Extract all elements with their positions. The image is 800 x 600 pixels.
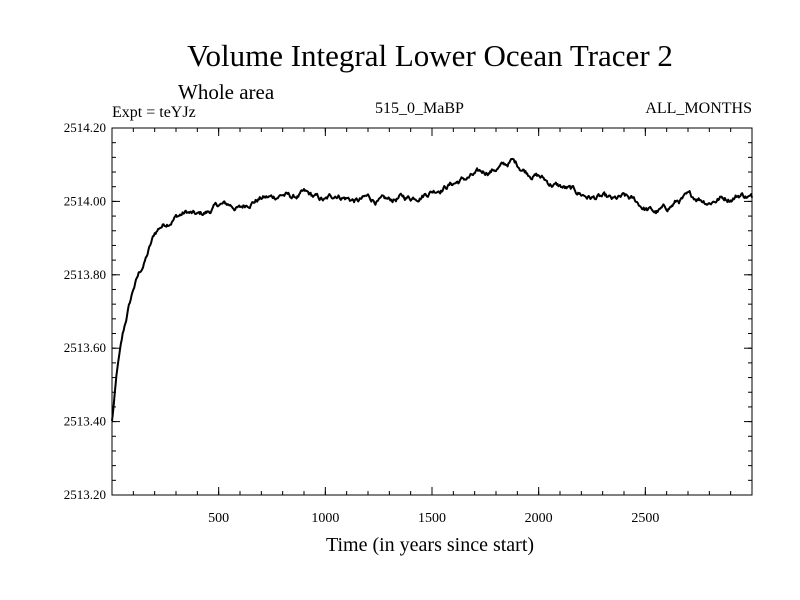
axis-ticks xyxy=(112,127,752,496)
x-axis-label: Time (in years since start) xyxy=(325,534,535,556)
season-label: ALL_MONTHS xyxy=(645,100,752,117)
plot-frame xyxy=(111,127,753,496)
x-tick-label: 2000 xyxy=(525,511,553,526)
series-line xyxy=(111,157,753,422)
run-label: 515_0_MaBP xyxy=(375,100,464,117)
y-tick-label: 2513.60 xyxy=(64,340,106,355)
x-tick-label: 2500 xyxy=(631,511,659,526)
x-tick-label: 500 xyxy=(208,511,229,526)
y-tick-label: 2514.20 xyxy=(64,120,106,135)
y-tick-label: 2513.80 xyxy=(64,267,106,282)
x-tick-labels: 500 1000 1500 2000 2500 xyxy=(208,511,659,526)
experiment-label: Expt = teYJz xyxy=(112,104,196,121)
y-tick-label: 2513.40 xyxy=(64,414,106,429)
y-tick-label: 2513.20 xyxy=(64,487,106,502)
x-tick-label: 1000 xyxy=(311,511,339,526)
y-tick-labels: 2513.20 2513.40 2513.60 2513.80 2514.00 2514.… xyxy=(64,120,106,502)
x-tick-label: 1500 xyxy=(418,511,446,526)
chart-subtitle: Whole area xyxy=(178,80,275,104)
y-tick-label: 2514.00 xyxy=(64,193,106,208)
chart-title: Volume Integral Lower Ocean Tracer 2 xyxy=(187,38,673,73)
